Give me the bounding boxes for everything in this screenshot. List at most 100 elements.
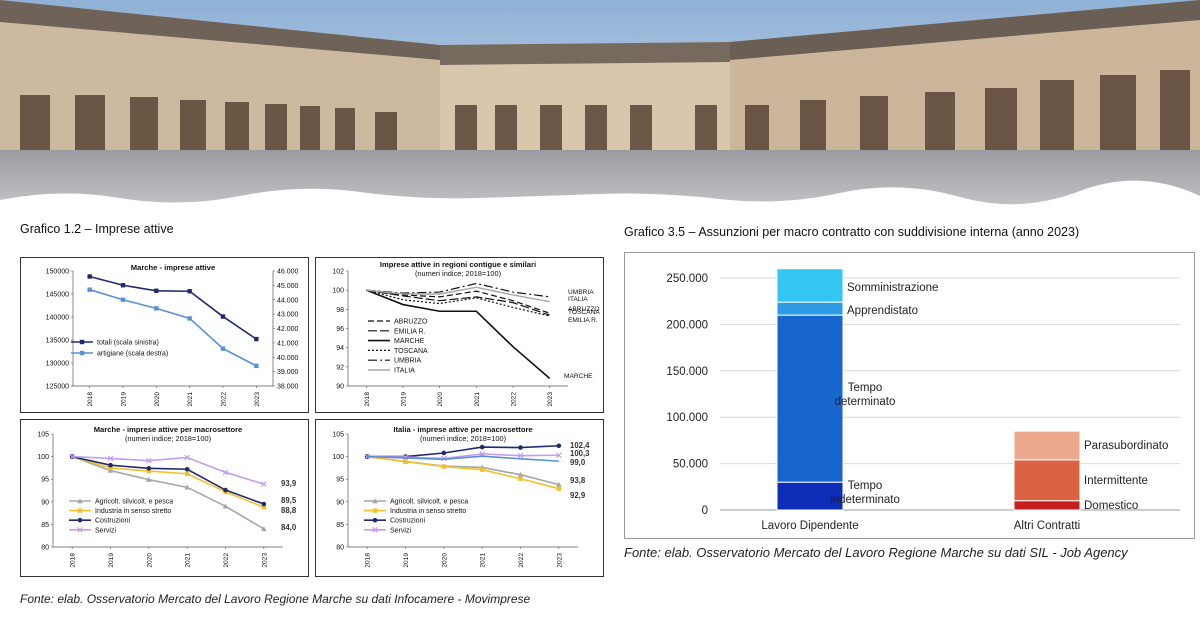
value-label: 84,0 bbox=[281, 523, 297, 532]
x-tick-label: 2020 bbox=[437, 392, 444, 407]
data-point bbox=[517, 471, 524, 477]
legend-label: Servizi bbox=[95, 527, 116, 534]
series-line-3 bbox=[72, 455, 265, 485]
data-point bbox=[146, 468, 152, 474]
segment-label: Apprendistato bbox=[847, 305, 918, 317]
legend-label: ABRUZZO bbox=[394, 319, 428, 326]
y-tick-label: 85 bbox=[336, 522, 344, 529]
category-label: Lavoro Dipendente bbox=[761, 520, 858, 532]
bar-segment bbox=[1013, 500, 1081, 511]
value-label: 88,8 bbox=[281, 506, 297, 515]
y-tick-label: 125000 bbox=[46, 384, 69, 391]
y-tick-label: 140000 bbox=[46, 315, 69, 322]
chart-regioni-contigue: Imprese attive in regioni contigue e sim… bbox=[315, 257, 604, 413]
value-label: 93,8 bbox=[570, 476, 586, 485]
legend-marker bbox=[77, 526, 83, 533]
chart-title: Imprese attive in regioni contigue e sim… bbox=[380, 260, 536, 269]
data-point bbox=[120, 283, 126, 288]
x-tick-label: 2023 bbox=[261, 553, 268, 568]
y-tick-label: 200.000 bbox=[666, 319, 708, 331]
legend-marker bbox=[77, 498, 83, 504]
bar-segment bbox=[776, 268, 844, 303]
courtyard-photo bbox=[0, 0, 1200, 215]
data-point bbox=[184, 466, 190, 472]
series-line-2 bbox=[71, 455, 265, 505]
end-label: ABRUZZO bbox=[568, 306, 600, 313]
x-tick-label: 2022 bbox=[223, 553, 230, 568]
y2-tick-label: 41.000 bbox=[277, 340, 299, 347]
category-label: Altri Contratti bbox=[1014, 520, 1080, 532]
data-point bbox=[184, 471, 190, 476]
legend-marker bbox=[77, 517, 83, 523]
series-line-0 bbox=[366, 289, 550, 314]
data-point bbox=[146, 466, 152, 471]
y-tick-label: 105 bbox=[332, 432, 344, 439]
y-tick-label: 95 bbox=[41, 477, 49, 484]
legend-label: EMILIA R. bbox=[394, 328, 426, 335]
data-point bbox=[69, 453, 75, 460]
y-tick-label: 150.000 bbox=[666, 366, 708, 378]
data-point bbox=[441, 450, 447, 456]
segment-label: Domestico bbox=[1084, 500, 1138, 512]
legend-label: Agricolt. silvicolt. e pesca bbox=[390, 499, 468, 506]
y-tick-label: 80 bbox=[336, 545, 344, 552]
series-line-3 bbox=[366, 289, 550, 317]
end-label: ITALIA bbox=[568, 296, 588, 303]
legend-label: Industria in senso stretto bbox=[95, 508, 171, 515]
x-tick-label: 2021 bbox=[187, 392, 194, 407]
y-tick-label: 80 bbox=[41, 545, 49, 552]
data-point bbox=[518, 445, 523, 450]
series-line-4 bbox=[367, 455, 559, 462]
legend-marker bbox=[372, 517, 378, 523]
x-tick-label: 2020 bbox=[441, 553, 448, 568]
series-line-2 bbox=[366, 289, 551, 379]
x-tick-label: 2020 bbox=[146, 553, 153, 568]
data-point bbox=[184, 454, 190, 461]
value-label: 102,4 bbox=[570, 441, 590, 450]
data-point bbox=[556, 452, 562, 459]
legend-marker bbox=[372, 498, 378, 504]
series-line-0 bbox=[71, 455, 265, 530]
y-tick-label: 100.000 bbox=[666, 412, 708, 424]
y2-tick-label: 46.000 bbox=[277, 269, 299, 276]
y2-tick-label: 44.000 bbox=[277, 297, 299, 304]
y-tick-label: 98 bbox=[336, 307, 344, 314]
y-tick-label: 92 bbox=[336, 364, 344, 371]
legend-label: Industria in senso stretto bbox=[390, 508, 466, 515]
data-point bbox=[87, 274, 92, 279]
data-point bbox=[556, 481, 562, 487]
legend-marker bbox=[79, 339, 85, 345]
source-note-right: Fonte: elab. Osservatorio Mercato del La… bbox=[624, 545, 1128, 560]
data-point bbox=[120, 297, 126, 302]
series-line-1 bbox=[367, 455, 560, 490]
segment-label: Intermittente bbox=[1084, 475, 1148, 487]
y-tick-label: 145000 bbox=[46, 292, 69, 299]
end-label: EMILIA R. bbox=[568, 317, 598, 324]
y-tick-label: 102 bbox=[332, 269, 344, 276]
y-tick-label: 90 bbox=[41, 499, 49, 506]
legend-label: Costruzioni bbox=[390, 518, 425, 525]
value-label: 100,3 bbox=[570, 449, 590, 458]
segment-label: Tempo indeterminato bbox=[830, 480, 900, 506]
legend-marker bbox=[372, 526, 378, 533]
bar-segment bbox=[776, 314, 844, 483]
segment-label: Somministrazione bbox=[847, 282, 938, 294]
y2-tick-label: 39.000 bbox=[277, 369, 299, 376]
data-point bbox=[222, 503, 229, 509]
legend-marker bbox=[79, 350, 85, 356]
y2-tick-label: 40.000 bbox=[277, 355, 299, 362]
x-tick-label: 2023 bbox=[556, 553, 563, 568]
segment-label: Tempo determinato bbox=[835, 382, 896, 408]
chart-italia-macrosettore: Italia - imprese attive per macrosettore… bbox=[315, 419, 604, 577]
data-point bbox=[223, 487, 228, 493]
x-tick-label: 2022 bbox=[518, 553, 525, 568]
y-tick-label: 90 bbox=[336, 384, 344, 391]
source-note-left: Fonte: elab. Osservatorio Mercato del La… bbox=[20, 592, 531, 606]
chart-title: Italia - imprese attive per macrosettore bbox=[393, 425, 532, 434]
y-tick-label: 50.000 bbox=[673, 459, 708, 471]
bar-segment bbox=[776, 481, 844, 511]
x-tick-label: 2019 bbox=[121, 392, 128, 407]
x-tick-label: 2018 bbox=[70, 553, 77, 568]
data-point bbox=[107, 467, 114, 473]
series-line-1 bbox=[71, 455, 265, 508]
